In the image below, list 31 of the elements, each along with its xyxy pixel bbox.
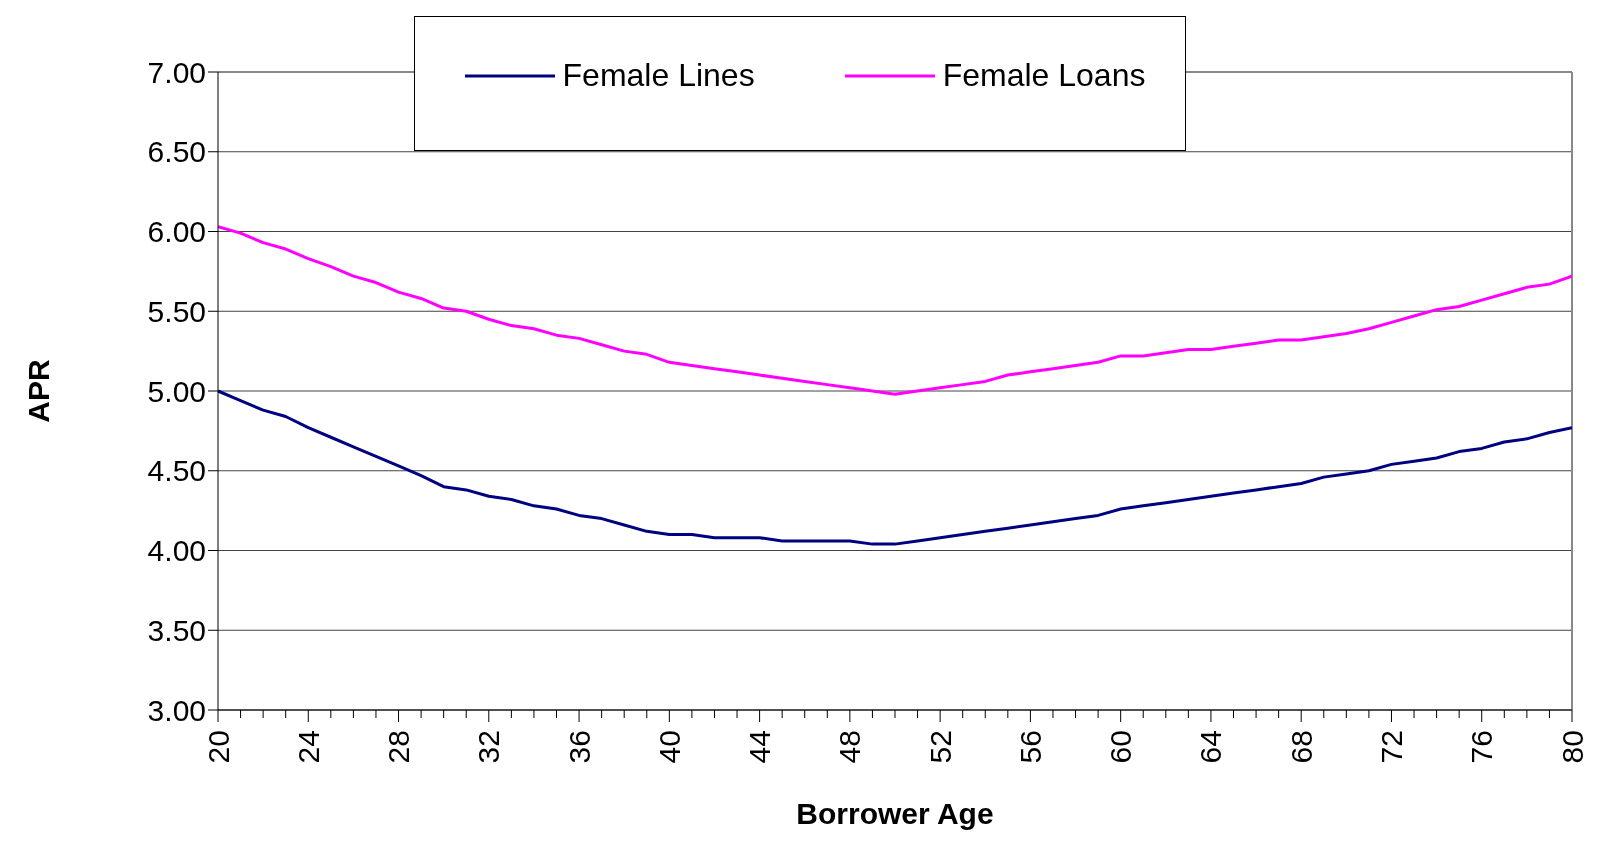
x-tick-label: 60 <box>1104 730 1138 764</box>
x-tick-label: 36 <box>562 730 596 764</box>
y-tick-label: 4.00 <box>147 534 206 568</box>
y-tick-label: 6.50 <box>147 135 206 169</box>
x-tick-label: 64 <box>1194 730 1228 764</box>
x-tick-label: 20 <box>201 730 235 764</box>
y-tick-label: 6.00 <box>147 215 206 249</box>
x-tick-label: 40 <box>652 730 686 764</box>
line-series <box>218 389 1572 546</box>
y-tick-label: 5.00 <box>147 374 206 408</box>
x-tick-label: 48 <box>833 730 867 764</box>
x-axis-title: Borrower Age <box>796 797 994 830</box>
x-tick-label: 24 <box>291 730 325 764</box>
x-tick-label: 72 <box>1374 730 1408 764</box>
line-series <box>218 225 1572 396</box>
y-tick-label: 3.00 <box>147 693 206 727</box>
y-axis-title: APR <box>21 359 55 423</box>
x-tick-label: 68 <box>1284 730 1318 764</box>
legend-label: Female Lines <box>562 57 755 94</box>
y-tick-label: 4.50 <box>147 454 206 488</box>
x-tick-label: 44 <box>743 730 777 764</box>
legend-label: Female Loans <box>942 57 1146 94</box>
y-tick-label: 3.50 <box>147 613 206 647</box>
x-tick-label: 76 <box>1465 730 1499 764</box>
x-tick-label: 52 <box>923 730 957 764</box>
x-tick-label: 28 <box>382 730 416 764</box>
y-tick-label: 5.50 <box>147 294 206 328</box>
x-tick-label: 80 <box>1555 730 1589 764</box>
x-tick-label: 56 <box>1013 730 1047 764</box>
x-tick-label: 32 <box>472 730 506 764</box>
y-tick-label: 7.00 <box>147 55 206 89</box>
